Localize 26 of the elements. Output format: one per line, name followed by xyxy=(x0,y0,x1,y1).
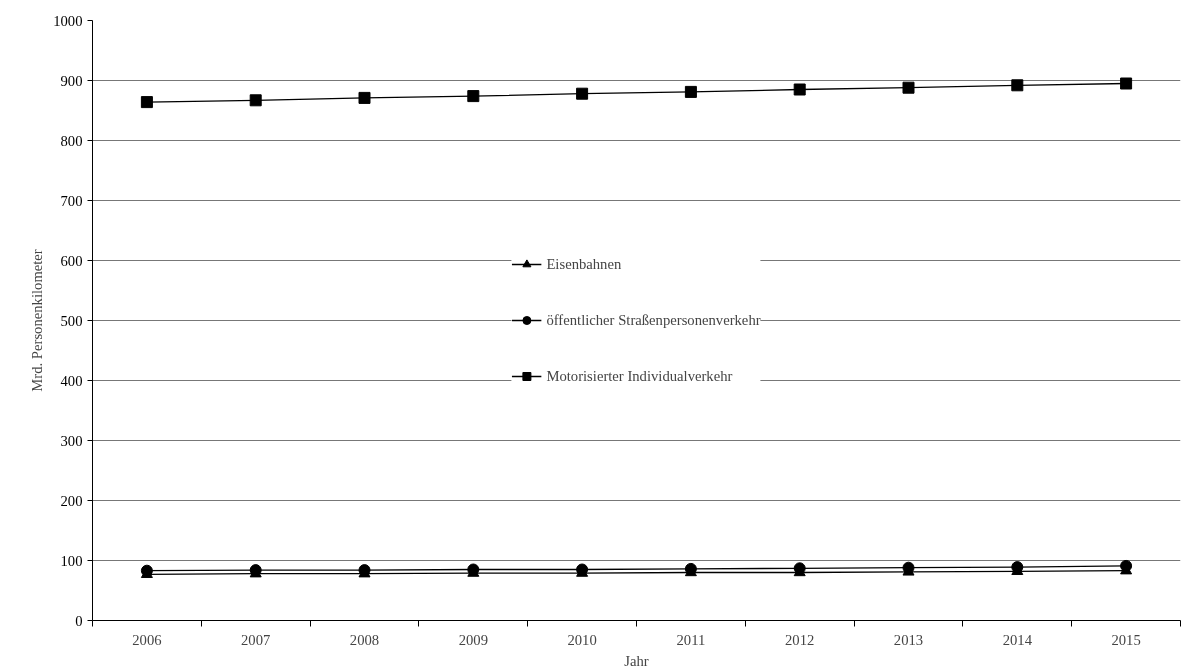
y-tick-label: 800 xyxy=(60,132,83,149)
x-tick-label: 2006 xyxy=(132,631,162,648)
y-tick-label: 500 xyxy=(60,312,83,329)
y-tick-label: 400 xyxy=(60,372,83,389)
y-tick-label: 900 xyxy=(60,72,83,89)
y-tick-label: 700 xyxy=(60,192,83,209)
x-tick-label: 2010 xyxy=(567,631,597,648)
y-tick-label: 0 xyxy=(75,612,83,629)
x-tick-label: 2011 xyxy=(676,631,706,648)
x-tick-label: 2008 xyxy=(349,631,380,648)
legend-label: Eisenbahnen xyxy=(546,255,622,273)
legend-label: öffentlicher Straßenpersonenverkehr xyxy=(546,311,761,329)
y-tick-label: 100 xyxy=(60,552,83,569)
y-tick-label: 600 xyxy=(60,252,83,269)
x-tick-label: 2015 xyxy=(1111,631,1141,648)
x-tick-label: 2014 xyxy=(1002,631,1033,648)
x-tick-label: 2012 xyxy=(785,631,815,648)
x-tick-label: 2009 xyxy=(458,631,488,648)
y-axis-title: Mrd. Personenkilometer xyxy=(29,249,46,392)
legend-label: Motorisierter Individualverkehr xyxy=(546,367,733,385)
x-axis-title: Jahr xyxy=(624,652,649,669)
y-tick-label: 1000 xyxy=(53,12,83,29)
y-tick-label: 300 xyxy=(60,432,83,449)
x-tick-label: 2013 xyxy=(893,631,924,648)
y-tick-label: 200 xyxy=(60,492,83,509)
x-tick-label: 2007 xyxy=(241,631,271,648)
